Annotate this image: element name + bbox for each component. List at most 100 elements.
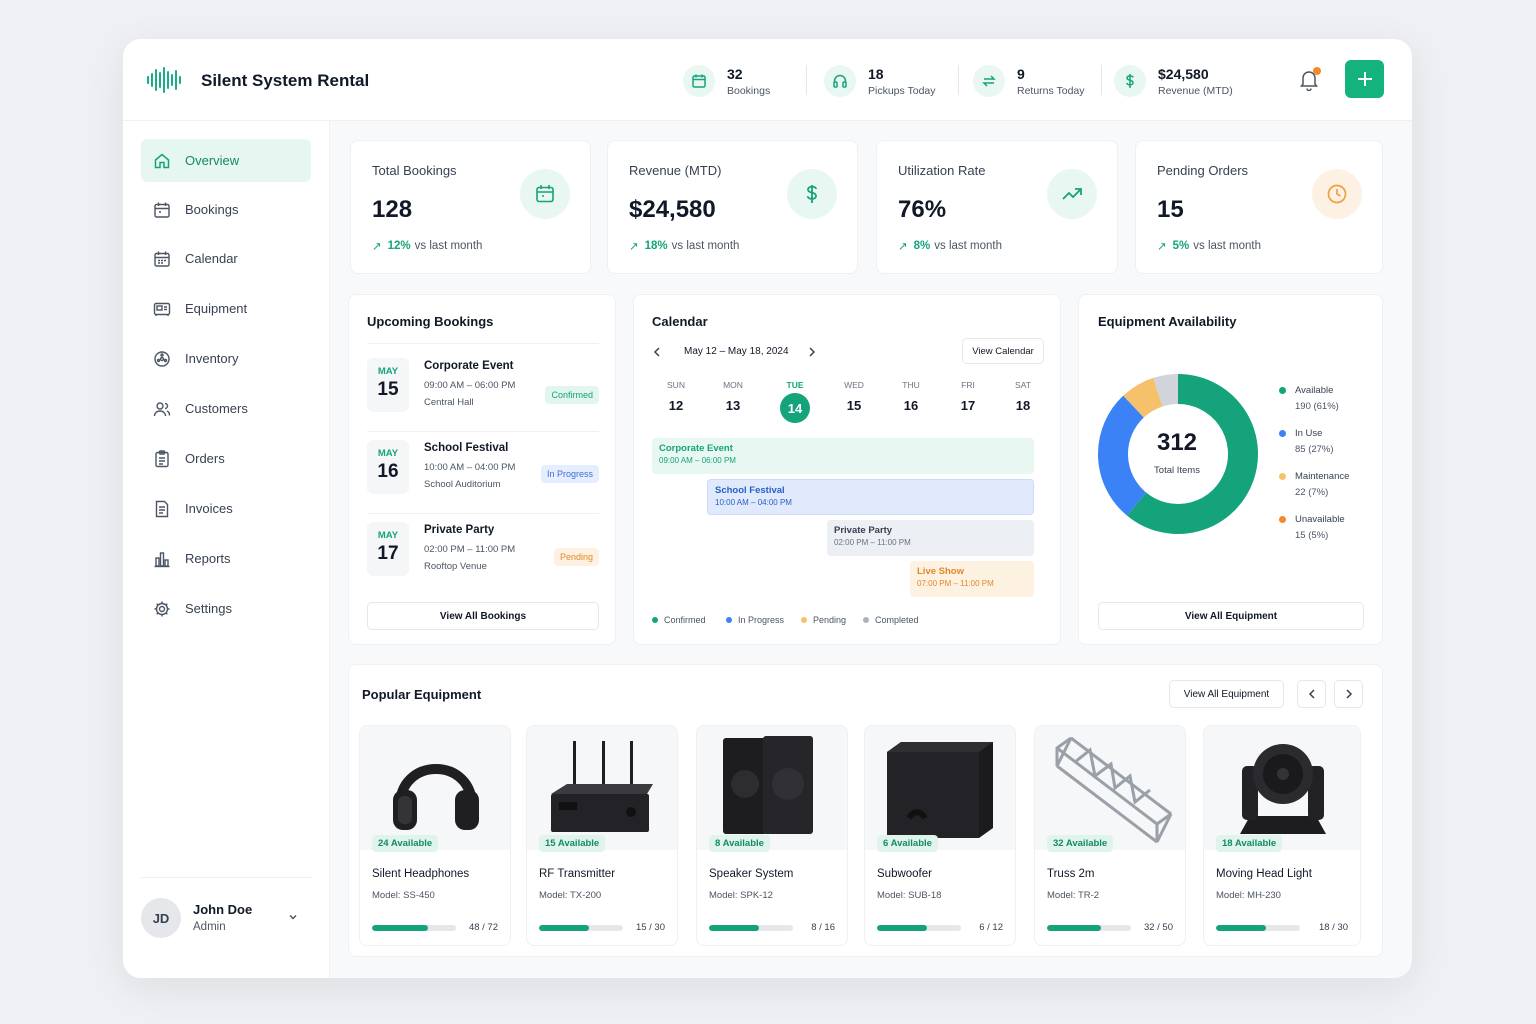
- card-title: Upcoming Bookings: [367, 314, 494, 329]
- user-name: John Doe: [193, 902, 253, 917]
- gear-icon: [154, 601, 170, 616]
- equipment-name: Moving Head Light: [1216, 868, 1312, 880]
- kpi-pending-orders: Pending Orders 15 ↗ 5% vs last month: [1135, 140, 1383, 274]
- view-calendar-button[interactable]: View Calendar: [962, 338, 1044, 364]
- invoice-icon: [155, 500, 169, 517]
- sidebar-item-invoices[interactable]: Invoices: [141, 487, 311, 530]
- donut-segment-in-use: [1098, 395, 1147, 516]
- donut-total: 312: [1156, 429, 1198, 456]
- calendar-day[interactable]: SAT 18: [1015, 380, 1031, 413]
- booking-item[interactable]: MAY 16 School Festival 10:00 AM – 04:00 P…: [367, 440, 599, 512]
- booking-item[interactable]: MAY 15 Corporate Event 09:00 AM – 06:00 P…: [367, 358, 599, 430]
- legend-item: Pending: [801, 615, 846, 625]
- equipment-model: Model: TR-2: [1047, 890, 1100, 901]
- arrow-up-right-icon: ↗: [1157, 241, 1167, 253]
- equipment-model: Model: SS-450: [372, 890, 435, 901]
- transmitter-image: [527, 726, 677, 850]
- calendar-day-today[interactable]: TUE 14: [775, 380, 815, 423]
- equipment-card[interactable]: 24 Available Silent Headphones Model: SS…: [359, 725, 511, 946]
- sidebar-item-label: Orders: [185, 451, 225, 466]
- chevron-right-icon[interactable]: [807, 346, 817, 358]
- sidebar-item-calendar[interactable]: Calendar: [141, 237, 311, 280]
- equipment-model: Model: SPK-12: [709, 890, 773, 901]
- view-all-bookings-button[interactable]: View All Bookings: [367, 602, 599, 630]
- availability-badge: 32 Available: [1047, 835, 1114, 852]
- availability-badge: 18 Available: [1216, 835, 1283, 852]
- users-icon: [153, 401, 171, 416]
- sidebar-item-reports[interactable]: Reports: [141, 537, 311, 580]
- legend-item: In Progress: [726, 615, 784, 625]
- home-icon: [154, 153, 170, 168]
- status-badge: Pending: [553, 548, 599, 566]
- sidebar-item-label: Overview: [185, 153, 240, 168]
- sidebar-item-label: Inventory: [185, 351, 239, 366]
- view-all-equipment-button[interactable]: View All Equipment: [1098, 602, 1364, 630]
- notification-dot: [1313, 67, 1321, 75]
- stat-bookings: 32 Bookings: [683, 63, 770, 99]
- calendar-event[interactable]: Private Party 02:00 PM – 11:00 PM: [827, 520, 1034, 556]
- equipment-icon: [153, 302, 171, 316]
- usage-count: 6 / 12: [979, 922, 1003, 933]
- dollar-icon: [1114, 65, 1146, 97]
- calendar-event[interactable]: School Festival 10:00 AM – 04:00 PM: [707, 479, 1034, 515]
- usage-bar: [1216, 925, 1300, 931]
- sidebar-item-overview[interactable]: Overview: [141, 139, 311, 182]
- prev-button[interactable]: [1297, 680, 1326, 708]
- sidebar-item-bookings[interactable]: Bookings: [141, 188, 311, 231]
- equipment-card[interactable]: 8 Available Speaker System Model: SPK-12…: [696, 725, 848, 946]
- calendar-icon: [683, 65, 715, 97]
- equipment-card[interactable]: 32 Available Truss 2m Model: TR-2 32 / 5…: [1034, 725, 1186, 946]
- calendar-card: Calendar May 12 – May 18, 2024 View Cale…: [633, 294, 1061, 645]
- usage-bar: [877, 925, 961, 931]
- upcoming-bookings-card: Upcoming Bookings MAY 15 Corporate Event …: [348, 294, 616, 645]
- calendar-day[interactable]: FRI 17: [960, 380, 976, 413]
- donut-segment-unavailable: [1153, 374, 1179, 407]
- arrow-up-right-icon: ↗: [898, 241, 908, 253]
- equipment-card[interactable]: 15 Available RF Transmitter Model: TX-20…: [526, 725, 678, 946]
- availability-badge: 15 Available: [539, 835, 606, 852]
- availability-badge: 24 Available: [372, 835, 439, 852]
- chevron-left-icon: [1308, 689, 1315, 699]
- booking-date: MAY 16: [367, 440, 409, 494]
- card-title: Popular Equipment: [362, 687, 482, 702]
- add-button[interactable]: [1345, 60, 1384, 98]
- sidebar-item-label: Equipment: [185, 301, 248, 316]
- donut-segment-available: [1127, 374, 1258, 534]
- next-button[interactable]: [1334, 680, 1363, 708]
- calendar-day[interactable]: THU 16: [902, 380, 920, 413]
- chevron-right-icon: [1345, 689, 1352, 699]
- chevron-down-icon[interactable]: [287, 911, 299, 923]
- equipment-card[interactable]: 18 Available Moving Head Light Model: MH…: [1203, 725, 1361, 946]
- sidebar-item-inventory[interactable]: Inventory: [141, 337, 311, 380]
- calendar-grid-icon: [154, 251, 170, 267]
- availability-badge: 8 Available: [709, 835, 770, 852]
- equipment-model: Model: SUB-18: [877, 890, 942, 901]
- user-role: Admin: [193, 921, 226, 933]
- legend-item: In Use 85 (27%): [1279, 428, 1334, 455]
- speakers-image: [697, 726, 847, 850]
- calendar-day[interactable]: WED 15: [844, 380, 864, 413]
- sidebar-item-customers[interactable]: Customers: [141, 387, 311, 430]
- equipment-name: Truss 2m: [1047, 868, 1095, 880]
- calendar-day[interactable]: MON 13: [723, 380, 743, 413]
- donut-segment-maintenance: [1123, 377, 1164, 418]
- sidebar-item-equipment[interactable]: Equipment: [141, 287, 311, 330]
- calendar-event[interactable]: Corporate Event 09:00 AM – 06:00 PM: [652, 438, 1034, 474]
- calendar-event[interactable]: Live Show 07:00 PM – 11:00 PM: [910, 561, 1034, 597]
- view-all-equipment-button[interactable]: View All Equipment: [1169, 680, 1284, 708]
- sidebar-item-orders[interactable]: Orders: [141, 437, 311, 480]
- stat-pickups: 18 Pickups Today: [824, 63, 936, 99]
- app-window: Silent System Rental 32 Bookings 18 Pickup…: [123, 39, 1412, 978]
- kpi-total-bookings: Total Bookings 128 ↗ 12% vs last month: [350, 140, 591, 274]
- usage-count: 15 / 30: [635, 922, 665, 933]
- kpi-utilization: Utilization Rate 76% ↗ 8% vs last month: [876, 140, 1118, 274]
- calendar-day[interactable]: SUN 12: [667, 380, 685, 413]
- user-profile[interactable]: JD John Doe Admin: [141, 877, 313, 957]
- usage-bar: [372, 925, 456, 931]
- availability-badge: 6 Available: [877, 835, 938, 852]
- sidebar-item-settings[interactable]: Settings: [141, 587, 311, 630]
- notifications-button[interactable]: [1299, 67, 1321, 96]
- booking-item[interactable]: MAY 17 Private Party 02:00 PM – 11:00 PM …: [367, 522, 599, 594]
- equipment-card[interactable]: 6 Available Subwoofer Model: SUB-18 6 / …: [864, 725, 1016, 946]
- chevron-left-icon[interactable]: [652, 346, 662, 358]
